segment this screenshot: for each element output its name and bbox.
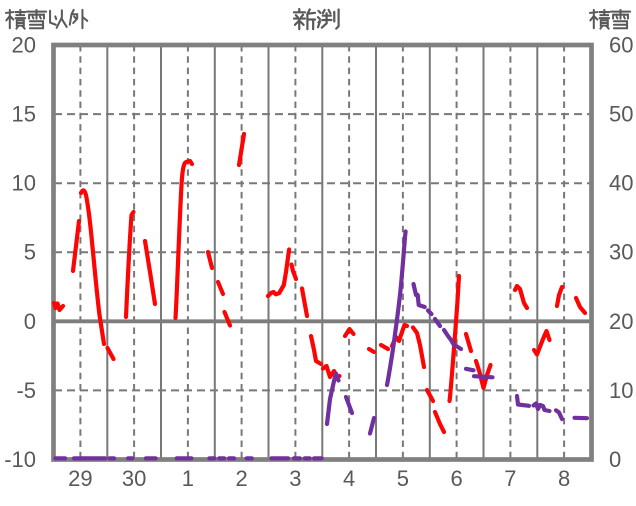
svg-text:60: 60 [609,33,633,58]
svg-text:15: 15 [12,102,36,127]
svg-text:8: 8 [558,466,570,491]
svg-text:29: 29 [68,466,92,491]
svg-text:5: 5 [24,240,36,265]
svg-text:0: 0 [609,447,621,472]
svg-text:30: 30 [609,240,633,265]
svg-text:20: 20 [12,33,36,58]
svg-text:1: 1 [182,466,194,491]
svg-text:-5: -5 [16,378,36,403]
svg-text:50: 50 [609,102,633,127]
svg-text:7: 7 [504,466,516,491]
svg-text:0: 0 [24,309,36,334]
svg-text:3: 3 [289,466,301,491]
svg-text:4: 4 [343,466,355,491]
svg-text:6: 6 [450,466,462,491]
svg-text:40: 40 [609,171,633,196]
svg-text:2: 2 [235,466,247,491]
svg-text:-10: -10 [4,447,36,472]
svg-text:5: 5 [397,466,409,491]
svg-text:30: 30 [122,466,146,491]
svg-text:10: 10 [12,171,36,196]
svg-text:10: 10 [609,378,633,403]
svg-text:20: 20 [609,309,633,334]
